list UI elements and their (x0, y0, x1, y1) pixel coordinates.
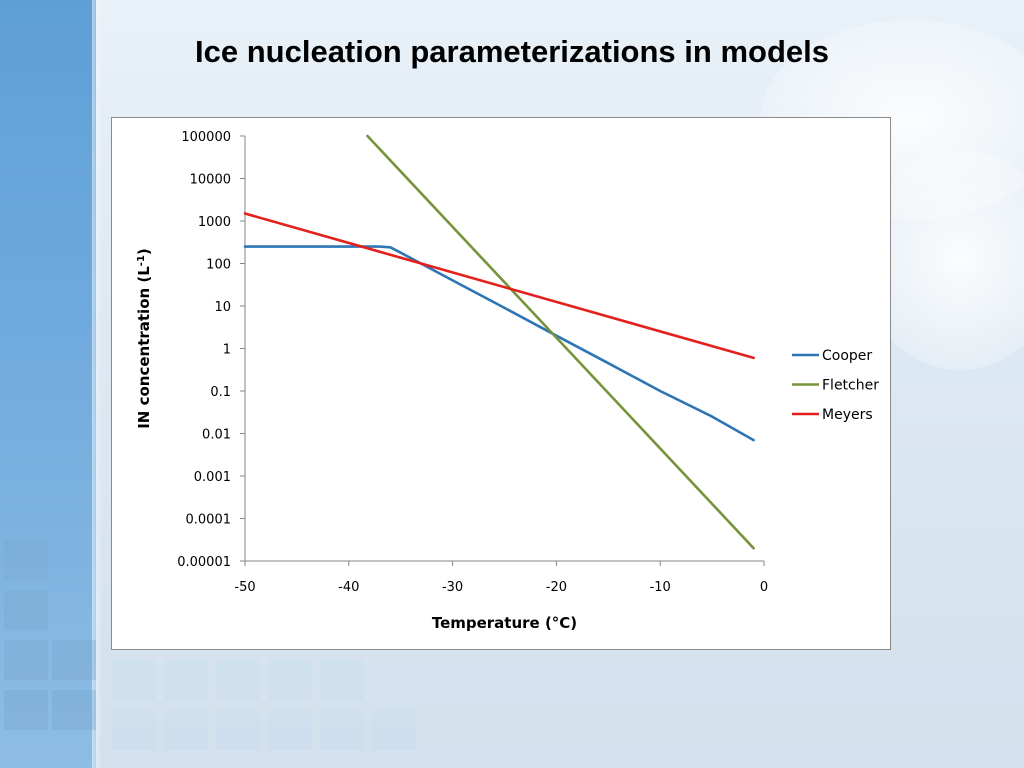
chart-panel: 0.00001 0.0001 0.001 0.01 0.1 1 10 100 1000 10000… (111, 117, 891, 650)
y-tick-label: 0.1 (210, 385, 231, 400)
y-tick-label: 100000 (181, 130, 231, 145)
y-tick-label: 0.001 (194, 470, 231, 485)
x-tick-label: -10 (650, 580, 671, 595)
y-tick-label: 0.00001 (177, 555, 231, 570)
series-line-fletcher (366, 134, 755, 550)
background-tile (164, 660, 208, 700)
x-tick-label: 0 (760, 580, 768, 595)
left-decorative-band (0, 0, 96, 768)
x-tick-label: -20 (546, 580, 567, 595)
legend-label-fletcher: Fletcher (822, 378, 879, 394)
x-tick-label: -30 (442, 580, 463, 595)
y-axis-title: IN concentration (L-1) (135, 248, 153, 429)
background-tile (268, 660, 312, 700)
background-tile (216, 710, 260, 750)
background-tile (216, 660, 260, 700)
background-tile (320, 660, 364, 700)
background-tile (268, 710, 312, 750)
y-tick-label: 0.01 (202, 428, 231, 443)
slide-title: Ice nucleation parameterizations in mode… (195, 34, 829, 69)
background-tile (164, 710, 208, 750)
background-tile (52, 640, 96, 680)
background-tile (372, 710, 416, 750)
x-tick-label: -40 (338, 580, 359, 595)
x-axis-title: Temperature (°C) (432, 614, 577, 632)
legend-label-meyers: Meyers (822, 407, 873, 423)
background-tile (4, 540, 48, 580)
x-tick-label: -50 (234, 580, 255, 595)
background-tile (320, 710, 364, 750)
background-tile (112, 660, 156, 700)
legend-label-cooper: Cooper (822, 348, 872, 364)
background-tile (4, 640, 48, 680)
series-line-cooper (243, 245, 755, 442)
series-line-meyers (243, 212, 755, 360)
background-tile (112, 710, 156, 750)
y-tick-label: 1 (223, 343, 231, 358)
left-band-highlight (92, 0, 102, 768)
y-tick-label: 10 (214, 300, 231, 315)
line-chart: 0.00001 0.0001 0.001 0.01 0.1 1 10 100 1000 10000… (135, 130, 879, 632)
y-tick-label: 10000 (190, 173, 231, 188)
background-tile (4, 690, 48, 730)
y-tick-label: 1000 (198, 215, 231, 230)
background-tile (52, 690, 96, 730)
y-tick-label: 100 (206, 258, 231, 273)
y-tick-label: 0.0001 (186, 513, 232, 528)
background-tile (4, 590, 48, 630)
